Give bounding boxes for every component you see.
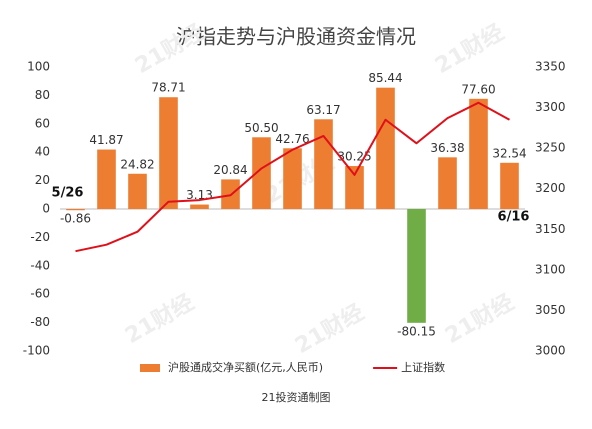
chart-title: 沪指走势与沪股通资金情况	[176, 25, 416, 49]
bar	[500, 162, 519, 209]
watermark: 21财经	[121, 289, 199, 349]
y-tick-label: -20	[30, 230, 50, 244]
bar	[314, 119, 333, 209]
bar	[283, 148, 302, 209]
watermark: 21财经	[441, 289, 519, 349]
legend-swatch	[140, 364, 160, 372]
watermark: 21财经	[291, 299, 369, 359]
y2-tick-label: 3350	[535, 60, 566, 74]
bar	[438, 157, 457, 209]
y-tick-label: 80	[35, 88, 50, 102]
y2-tick-label: 3250	[535, 141, 566, 155]
value-label: 24.82	[120, 157, 154, 171]
value-label: 50.50	[244, 121, 278, 135]
y2-tick-label: 3000	[535, 344, 566, 358]
bar	[128, 173, 147, 209]
bar	[159, 97, 178, 209]
index-line	[75, 101, 510, 253]
date-annotation: 6/16	[498, 210, 530, 225]
bar	[469, 98, 488, 209]
value-label: 20.84	[213, 163, 247, 177]
value-label: 85.44	[368, 71, 402, 85]
y-tick-label: 40	[35, 145, 50, 159]
legend-label: 上证指数	[401, 360, 445, 374]
watermark: 21财经	[131, 19, 209, 79]
value-label: 41.87	[89, 133, 123, 147]
y-tick-label: 60	[35, 116, 50, 130]
bar	[345, 166, 364, 209]
y-tick-label: -80	[30, 315, 50, 329]
value-label: 32.54	[492, 146, 526, 160]
value-label: 77.60	[461, 82, 495, 96]
watermark: 21财经	[431, 19, 509, 79]
bar	[66, 209, 85, 211]
legend-label: 沪股通成交净买额(亿元,人民币)	[168, 360, 323, 374]
y2-tick-label: 3150	[535, 222, 566, 236]
bar	[190, 204, 209, 209]
value-label: 42.76	[275, 132, 309, 146]
value-label: 36.38	[430, 141, 464, 155]
bar	[376, 87, 395, 209]
y2-tick-label: 3200	[535, 181, 566, 195]
value-label: -0.86	[60, 212, 91, 226]
date-annotation: 5/26	[52, 186, 84, 201]
y2-tick-label: 3300	[535, 100, 566, 114]
value-label: -80.15	[397, 324, 436, 338]
y-tick-label: -60	[30, 287, 50, 301]
bar	[252, 137, 271, 209]
y-tick-label: 100	[27, 60, 50, 74]
y2-tick-label: 3100	[535, 262, 566, 276]
value-label: 78.71	[151, 81, 185, 95]
value-label: 63.17	[306, 103, 340, 117]
bar	[97, 149, 116, 209]
y-tick-label: 20	[35, 173, 50, 187]
footer: 21投资通制图	[262, 390, 331, 404]
bar	[407, 209, 426, 323]
y-tick-label: 0	[42, 202, 50, 216]
y-tick-label: -40	[30, 258, 50, 272]
y-tick-label: -100	[23, 344, 50, 358]
y2-tick-label: 3050	[535, 303, 566, 317]
